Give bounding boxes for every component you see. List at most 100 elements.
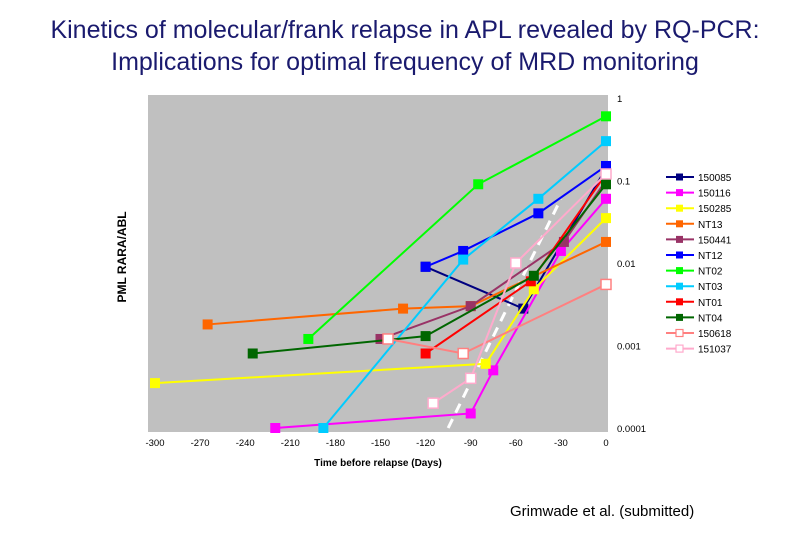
legend-label: NT01 — [698, 298, 723, 309]
data-point — [518, 303, 529, 314]
legend-swatch-marker — [676, 189, 683, 197]
legend-item-NT12: NT12 — [666, 251, 723, 262]
data-point — [533, 193, 544, 204]
data-point — [600, 168, 612, 180]
data-point — [600, 278, 612, 291]
citation: Grimwade et al. (submitted) — [510, 503, 695, 520]
data-point — [601, 213, 611, 224]
data-point — [420, 331, 431, 342]
legend-label: NT04 — [698, 313, 723, 324]
data-point — [382, 333, 394, 345]
legend-label: 150085 — [698, 173, 732, 184]
axes-layer: -300 -270 -240 -210 -180 -150 -120 -90 -60 -30 010… — [115, 94, 646, 469]
legend-item-150618: 150618 — [666, 328, 732, 340]
data-point — [533, 208, 544, 219]
data-point — [558, 236, 569, 247]
data-point — [601, 160, 611, 171]
data-point — [601, 193, 611, 204]
title-line-2: Implications for optimal frequency of MR… — [111, 48, 699, 76]
legend-swatch-marker — [676, 173, 683, 181]
legend-swatch-marker — [676, 313, 683, 321]
chart-title: Kinetics of molecular/frank relapse in A… — [0, 14, 810, 78]
data-point — [525, 276, 536, 287]
legend-label: 151037 — [698, 345, 732, 356]
data-point — [427, 397, 439, 409]
legend-swatch-marker — [676, 267, 683, 275]
x-tick-label: -120 — [416, 438, 435, 449]
series-150116 — [270, 193, 611, 433]
y-tick-label: 0.001 — [617, 342, 641, 353]
legend-item-NT01: NT01 — [666, 298, 723, 309]
x-tick-label: -60 — [509, 438, 523, 449]
x-tick-label: -210 — [281, 438, 300, 449]
legend-item-NT13: NT13 — [666, 220, 723, 231]
data-point — [375, 333, 386, 344]
data-point — [488, 365, 499, 376]
data-point — [528, 270, 539, 281]
data-point — [202, 319, 213, 330]
series-line — [252, 183, 607, 355]
title-line-1: Kinetics of molecular/frank relapse in A… — [50, 16, 760, 44]
legend-item-150085: 150085 — [666, 173, 732, 184]
legend: 150085 150116 150285 NT13 150441 NT12 NT02 NT03… — [658, 166, 776, 376]
legend-item-151037: 151037 — [666, 344, 732, 356]
data-point — [601, 136, 611, 147]
legend-swatch-marker — [676, 298, 683, 306]
legend-label: 150618 — [698, 329, 732, 340]
legend-swatch-marker — [676, 282, 683, 290]
x-axis-label: Time before relapse (Days) — [314, 458, 442, 469]
x-tick-label: -150 — [371, 438, 390, 449]
series-150285 — [150, 213, 611, 389]
legend-swatch-marker — [676, 235, 683, 243]
y-axis-label: PML RARA/ABL — [115, 211, 129, 302]
data-point — [510, 257, 522, 269]
data-point — [420, 348, 431, 359]
data-point — [464, 372, 477, 385]
y-tick-label: 0.0001 — [617, 424, 646, 435]
x-tick-label: -90 — [464, 438, 478, 449]
legend-label: 150441 — [698, 235, 732, 246]
data-point — [318, 423, 329, 433]
x-tick-label: -180 — [326, 438, 345, 449]
data-point — [480, 358, 491, 369]
x-tick-label: -300 — [145, 438, 164, 449]
data-point — [601, 111, 611, 122]
data-point — [601, 179, 611, 190]
data-point — [420, 261, 431, 272]
legend-label: 150285 — [698, 204, 732, 215]
plot-background — [148, 95, 608, 432]
series-150618 — [382, 278, 612, 360]
data-point — [465, 301, 476, 312]
series-line — [432, 173, 607, 404]
series-NT12 — [420, 160, 611, 272]
legend-swatch-marker — [676, 220, 683, 228]
x-tick-label: 0 — [603, 438, 608, 449]
series-line — [425, 165, 607, 268]
data-point — [528, 284, 539, 295]
data-point — [555, 245, 566, 256]
series-NT04 — [247, 179, 611, 359]
series-layer — [150, 111, 612, 433]
legend-item-NT04: NT04 — [666, 313, 723, 324]
data-point — [473, 179, 484, 190]
legend-item-150116: 150116 — [666, 189, 731, 200]
y-tick-label: 0.1 — [617, 177, 630, 188]
series-line — [154, 217, 607, 385]
data-point — [601, 236, 611, 247]
legend-item-150441: 150441 — [666, 235, 732, 246]
y-tick-label: 1 — [617, 94, 622, 105]
data-point — [458, 254, 469, 265]
data-point — [150, 378, 160, 389]
legend-label: NT12 — [698, 251, 723, 262]
legend-swatch-marker — [675, 328, 684, 338]
data-point — [247, 348, 258, 359]
legend-label: NT03 — [698, 282, 723, 293]
series-151037 — [427, 168, 612, 409]
x-tick-label: -30 — [554, 438, 568, 449]
x-tick-label: -270 — [191, 438, 210, 449]
legend-label: NT13 — [698, 220, 723, 231]
series-NT02 — [303, 111, 611, 344]
legend-item-NT02: NT02 — [666, 267, 723, 278]
legend-label: NT02 — [698, 267, 723, 278]
